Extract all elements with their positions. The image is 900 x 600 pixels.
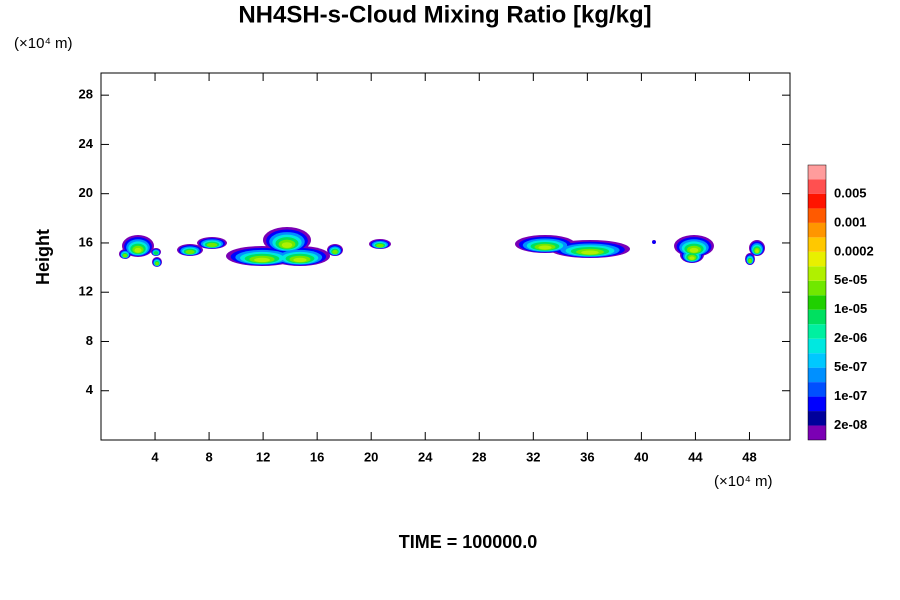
colorbar-swatch xyxy=(808,179,826,194)
cloud-contour xyxy=(122,253,128,258)
colorbar-swatch xyxy=(808,411,826,426)
cloud-contour xyxy=(134,247,142,253)
colorbar-swatch xyxy=(808,222,826,238)
y-tick-label: 24 xyxy=(79,136,94,151)
cloud-contour xyxy=(293,257,307,263)
colorbar-swatch xyxy=(808,280,826,296)
footer: TIME = 100000.0 xyxy=(399,532,538,552)
y-unit: (×10⁴ m) xyxy=(14,35,73,52)
y-tick-label: 20 xyxy=(79,185,93,200)
x-tick-label: 48 xyxy=(742,449,756,464)
cloud-contour xyxy=(185,249,195,255)
colorbar-swatch xyxy=(808,165,826,180)
colorbar-swatch xyxy=(808,295,826,310)
cloud-contour xyxy=(689,247,699,253)
colorbar-swatch xyxy=(808,324,826,339)
x-tick-label: 12 xyxy=(256,449,270,464)
y-tick-label: 16 xyxy=(79,234,93,249)
x-tick-label: 36 xyxy=(580,449,594,464)
colorbar-swatch xyxy=(808,367,826,383)
colorbar-swatch xyxy=(808,309,826,325)
colorbar-label: 0.005 xyxy=(834,185,867,200)
colorbar-label: 1e-07 xyxy=(834,388,867,403)
cloud-contour xyxy=(153,251,159,255)
colorbar-swatch xyxy=(808,382,826,397)
colorbar-label: 0.0002 xyxy=(834,243,874,258)
colorbar-swatch xyxy=(808,425,826,440)
x-tick-label: 16 xyxy=(310,449,324,464)
colorbar-label: 2e-08 xyxy=(834,417,867,432)
x-tick-label: 44 xyxy=(688,449,703,464)
cloud-contour xyxy=(155,261,159,266)
x-tick-label: 40 xyxy=(634,449,648,464)
colorbar-label: 2e-06 xyxy=(834,330,867,345)
colorbar-label: 5e-05 xyxy=(834,272,867,287)
y-tick-label: 8 xyxy=(86,333,93,348)
colorbar-label: 0.001 xyxy=(834,214,867,229)
cloud-contour xyxy=(538,245,552,250)
cloud-contour xyxy=(376,243,384,248)
y-tick-label: 4 xyxy=(86,382,94,397)
x-unit: (×10⁴ m) xyxy=(714,473,773,490)
y-axis-label: Height xyxy=(33,229,53,285)
cloud-contour xyxy=(748,258,752,264)
x-tick-label: 8 xyxy=(205,449,212,464)
colorbar-swatch xyxy=(808,266,826,281)
cloud-contour xyxy=(332,249,338,255)
colorbar-swatch xyxy=(808,237,826,252)
x-tick-label: 4 xyxy=(151,449,159,464)
colorbar-swatch xyxy=(808,338,826,354)
colorbar-swatch xyxy=(808,396,826,412)
y-tick-label: 28 xyxy=(79,87,93,102)
colorbar-swatch xyxy=(808,208,826,223)
cloud-contour xyxy=(281,242,293,248)
x-tick-label: 24 xyxy=(418,449,433,464)
colorbar-frame xyxy=(807,164,827,441)
cloud-contour xyxy=(581,250,599,255)
colorbar-label: 1e-05 xyxy=(834,301,867,316)
colorbar-swatch xyxy=(808,353,826,368)
colorbar-swatch xyxy=(808,251,826,267)
chart-title: NH4SH-s-Cloud Mixing Ratio [kg/kg] xyxy=(238,1,651,28)
cloud-contour xyxy=(254,257,270,263)
colorbar-swatch xyxy=(808,193,826,209)
y-tick-label: 12 xyxy=(79,284,93,299)
plot-frame xyxy=(100,72,791,441)
cloud-contour xyxy=(689,256,695,260)
cloud-contour xyxy=(652,240,656,244)
cloud-contour xyxy=(206,242,218,248)
x-tick-label: 28 xyxy=(472,449,486,464)
x-tick-label: 32 xyxy=(526,449,540,464)
cloud-field xyxy=(119,227,765,267)
x-tick-label: 20 xyxy=(364,449,378,464)
cloud-contour xyxy=(755,249,759,253)
colorbar-label: 5e-07 xyxy=(834,359,867,374)
